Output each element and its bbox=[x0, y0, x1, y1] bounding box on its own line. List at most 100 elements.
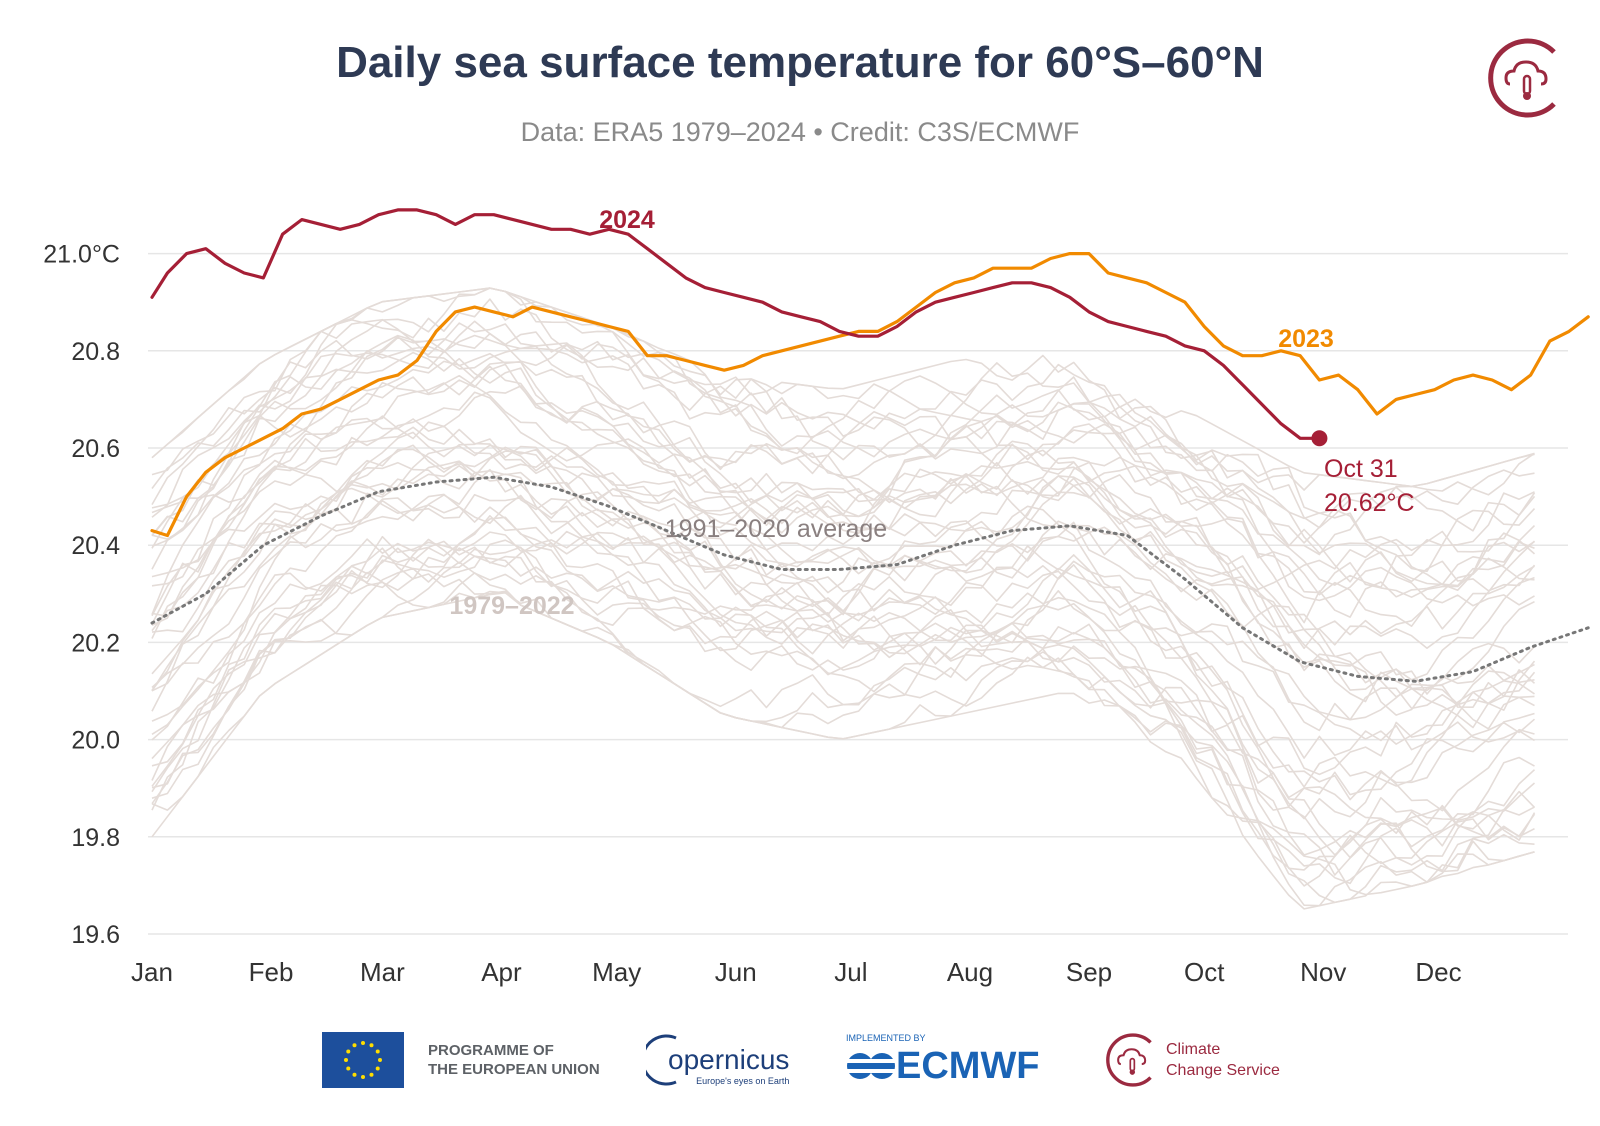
historical-year-line bbox=[151, 516, 1535, 885]
historical-year-line bbox=[151, 491, 1536, 820]
eu-star bbox=[346, 1066, 351, 1071]
eu-logo: PROGRAMME OF THE EUROPEAN UNION bbox=[322, 1020, 600, 1100]
x-tick-label: Feb bbox=[249, 957, 294, 987]
historical-year-line bbox=[151, 336, 1536, 586]
chart-title: Daily sea surface temperature for 60°S–6… bbox=[336, 38, 1264, 87]
historical-year-line bbox=[151, 389, 1535, 607]
eu-flag-icon bbox=[322, 1032, 404, 1088]
x-tick-label: Apr bbox=[481, 957, 522, 987]
eu-star bbox=[352, 1043, 357, 1048]
historical-year-line bbox=[151, 573, 1535, 873]
historical-year-line bbox=[151, 539, 1535, 887]
eu-text-line2: THE EUROPEAN UNION bbox=[428, 1061, 600, 1078]
x-tick-label: Mar bbox=[360, 957, 405, 987]
historical-year-line bbox=[151, 351, 1536, 592]
label-average: 1991–2020 average bbox=[665, 515, 887, 543]
historical-year-line bbox=[151, 460, 1535, 721]
historical-year-line bbox=[151, 287, 1535, 488]
x-tick-label: Sep bbox=[1066, 957, 1112, 987]
x-tick-label: Jul bbox=[834, 957, 867, 987]
eu-star bbox=[344, 1058, 348, 1062]
historical-year-line bbox=[151, 468, 1535, 799]
endpoint-date-label: Oct 31 bbox=[1324, 455, 1398, 483]
eu-star bbox=[346, 1049, 351, 1054]
copernicus-tagline: Europe's eyes on Earth bbox=[696, 1076, 790, 1086]
historical-year-line bbox=[151, 461, 1535, 695]
historical-year-line bbox=[151, 561, 1535, 910]
x-tick-label: May bbox=[592, 957, 641, 987]
c3s-text-line2: Change Service bbox=[1166, 1062, 1280, 1079]
historical-year-line bbox=[151, 426, 1535, 703]
chart-subtitle: Data: ERA5 1979–2024 • Credit: C3S/ECMWF bbox=[520, 117, 1080, 147]
historical-year-line bbox=[151, 415, 1536, 698]
eu-star bbox=[361, 1075, 365, 1079]
historical-year-line bbox=[151, 532, 1536, 876]
annotation-layer: 2024 2023 1991–2020 average 1979–2022 Oc… bbox=[449, 206, 1414, 620]
x-tick-label: Jan bbox=[131, 957, 173, 987]
c3s-text-line1: Climate bbox=[1166, 1041, 1221, 1058]
ecmwf-wave-icon bbox=[846, 1053, 896, 1079]
historical-year-line bbox=[151, 287, 1535, 556]
historical-year-line bbox=[151, 444, 1536, 776]
historical-year-line bbox=[151, 334, 1536, 544]
historical-year-line bbox=[151, 365, 1535, 650]
historical-year-line bbox=[151, 531, 1535, 856]
y-tick-label: 19.8 bbox=[71, 824, 120, 852]
eu-star bbox=[378, 1058, 382, 1062]
historical-year-line bbox=[151, 385, 1535, 684]
historical-year-line bbox=[151, 555, 1536, 904]
historical-year-line bbox=[151, 538, 1536, 871]
eu-star bbox=[361, 1041, 365, 1045]
endpoint-value-label: 20.62°C bbox=[1324, 489, 1415, 517]
x-tick-label: Aug bbox=[947, 957, 993, 987]
sst-line-chart: 19.6 19.8 20.0 20.2 20.4 20.6 20.8 21.0°C Jan Feb… bbox=[43, 206, 1590, 987]
historical-year-line bbox=[151, 538, 1536, 841]
historical-lines-layer bbox=[151, 287, 1536, 910]
x-tick-label: Oct bbox=[1184, 957, 1225, 987]
label-2024: 2024 bbox=[599, 206, 655, 234]
label-historical: 1979–2022 bbox=[449, 592, 574, 620]
historical-year-line bbox=[151, 374, 1536, 650]
endpoint-marker bbox=[1311, 430, 1328, 447]
axis-layer: 19.6 19.8 20.0 20.2 20.4 20.6 20.8 21.0°C Jan Feb… bbox=[43, 241, 1461, 987]
historical-year-line bbox=[151, 287, 1535, 589]
eu-star bbox=[369, 1043, 374, 1048]
footer-logos: PROGRAMME OF THE EUROPEAN UNION opernicu… bbox=[0, 1020, 1600, 1110]
historical-year-line bbox=[151, 590, 1535, 907]
copernicus-logo: opernicus Europe's eyes on Earth bbox=[646, 1020, 789, 1100]
historical-year-line bbox=[151, 322, 1536, 591]
y-tick-label: 20.0 bbox=[71, 727, 120, 755]
historical-year-line bbox=[151, 514, 1535, 812]
y-tick-label: 19.6 bbox=[71, 921, 120, 949]
series-line-2023 bbox=[150, 252, 1590, 538]
historical-year-line bbox=[151, 320, 1535, 592]
series-line-1991-2020-average bbox=[150, 475, 1590, 683]
label-2023: 2023 bbox=[1278, 325, 1334, 353]
series-line-2024 bbox=[150, 208, 1322, 440]
historical-year-line bbox=[151, 591, 1535, 896]
y-tick-label: 21.0°C bbox=[43, 241, 120, 269]
eu-star bbox=[352, 1072, 357, 1077]
historical-year-line bbox=[151, 493, 1535, 759]
y-tick-label: 20.6 bbox=[71, 435, 120, 463]
c3s-thermometer-cloud-icon bbox=[1106, 1033, 1152, 1087]
y-tick-label: 20.4 bbox=[71, 532, 120, 560]
y-tick-label: 20.2 bbox=[71, 629, 120, 657]
x-tick-label: Dec bbox=[1415, 957, 1461, 987]
historical-year-line bbox=[151, 363, 1535, 624]
historical-year-line bbox=[151, 450, 1536, 788]
eu-text-line1: PROGRAMME OF bbox=[428, 1042, 554, 1059]
ecmwf-name: ECMWF bbox=[896, 1044, 1040, 1087]
historical-year-line bbox=[151, 334, 1536, 599]
x-tick-label: Nov bbox=[1300, 957, 1346, 987]
series-layer bbox=[150, 208, 1590, 683]
copernicus-c-icon bbox=[646, 1034, 677, 1086]
ecmwf-implemented-by: IMPLEMENTED BY bbox=[846, 1032, 926, 1043]
y-tick-label: 20.8 bbox=[71, 338, 120, 366]
eu-star bbox=[369, 1072, 374, 1077]
c3s-corner-icon bbox=[1488, 38, 1556, 118]
x-tick-label: Jun bbox=[715, 957, 757, 987]
historical-year-line bbox=[151, 444, 1535, 732]
eu-star bbox=[375, 1066, 380, 1071]
c3s-logo: Climate Change Service bbox=[1106, 1020, 1280, 1100]
